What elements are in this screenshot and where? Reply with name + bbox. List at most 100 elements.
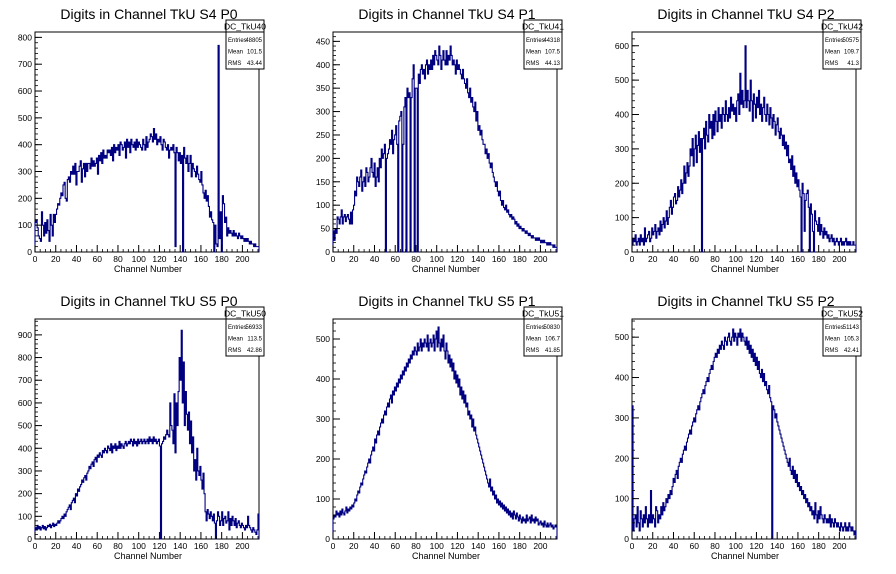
stats-value: 105.3 xyxy=(844,337,860,343)
plot-frame xyxy=(332,318,558,540)
stats-value: 51143 xyxy=(843,325,860,331)
x-tick-label: 120 xyxy=(749,541,763,551)
x-tick-label: 20 xyxy=(349,541,359,551)
x-tick-label: 100 xyxy=(729,541,743,551)
histogram-panel-s4-p2: Digits in Channel TkU S4 P2 0 20 40 60 80 100 1… xyxy=(597,0,895,287)
stats-value: 42.86 xyxy=(247,348,263,354)
stats-label: Entries xyxy=(825,38,844,44)
y-tick-label: 100 xyxy=(18,220,32,230)
x-tick-label: 60 xyxy=(92,541,102,551)
y-tick-label: 500 xyxy=(18,421,32,431)
histogram-panel-s4-p0: Digits in Channel TkU S4 P0 0 20 40 60 80 100 1… xyxy=(0,0,298,287)
stats-label: Mean xyxy=(228,50,243,56)
x-tick-label: 20 xyxy=(349,254,359,264)
y-tick-label: 300 xyxy=(316,107,330,117)
x-tick-label: 80 xyxy=(710,254,720,264)
stats-label: Entries xyxy=(825,325,844,331)
x-tick-label: 0 xyxy=(331,254,336,264)
y-tick-label: 600 xyxy=(615,41,629,51)
stats-title: DC_TkU51 xyxy=(522,309,564,319)
stats-label: Mean xyxy=(825,337,840,343)
stats-label: Mean xyxy=(825,50,840,56)
x-tick-label: 20 xyxy=(51,541,61,551)
x-axis-label: Channel Number xyxy=(412,264,480,274)
x-tick-label: 120 xyxy=(749,254,763,264)
x-tick-label: 200 xyxy=(832,541,846,551)
x-tick-label: 200 xyxy=(533,541,547,551)
x-axis-label: Channel Number xyxy=(114,264,182,274)
y-tick-label: 300 xyxy=(18,466,32,476)
histogram-svg: Digits in Channel TkU S5 P1 0 20 40 60 80 100 1… xyxy=(316,293,564,561)
stats-box-frame xyxy=(822,19,862,70)
stats-value: 42.41 xyxy=(844,348,860,354)
histogram-svg: Digits in Channel TkU S4 P0 0 20 40 60 80 100 1… xyxy=(18,6,266,274)
histogram-line xyxy=(332,45,558,253)
y-tick-label: 350 xyxy=(316,83,330,93)
stats-value: 44.13 xyxy=(545,61,561,67)
y-tick-label: 500 xyxy=(316,334,330,344)
histogram-line xyxy=(34,44,260,253)
histogram-panel-s5-p1: Digits in Channel TkU S5 P1 0 20 40 60 80 100 1… xyxy=(298,287,596,574)
y-tick-label: 400 xyxy=(18,140,32,150)
stats-label: Entries xyxy=(526,38,545,44)
stats-box-frame xyxy=(523,306,563,357)
stats-label: Mean xyxy=(526,337,541,343)
y-tick-label: 600 xyxy=(18,86,32,96)
stats-value: 106.7 xyxy=(545,337,561,343)
y-tick-label: 300 xyxy=(316,414,330,424)
chart-title: Digits in Channel TkU S4 P0 xyxy=(60,6,237,22)
x-tick-label: 60 xyxy=(689,541,699,551)
x-axis-label: Channel Number xyxy=(114,551,182,561)
x-tick-label: 60 xyxy=(390,541,400,551)
y-tick-label: 400 xyxy=(615,110,629,120)
stats-value: 41.85 xyxy=(545,348,561,354)
stats-value: 41.3 xyxy=(847,61,859,67)
x-tick-label: 100 xyxy=(132,254,146,264)
histogram-line xyxy=(631,45,857,253)
stats-title: DC_TkU40 xyxy=(224,22,266,32)
y-tick-label: 500 xyxy=(615,75,629,85)
x-tick-label: 40 xyxy=(669,254,679,264)
x-tick-label: 200 xyxy=(235,254,249,264)
x-tick-label: 0 xyxy=(331,541,336,551)
stats-title: DC_TkU42 xyxy=(821,22,863,32)
x-tick-label: 60 xyxy=(92,254,102,264)
y-tick-label: 450 xyxy=(316,36,330,46)
x-tick-label: 160 xyxy=(194,541,208,551)
plot-frame xyxy=(34,318,260,540)
stats-value: 107.5 xyxy=(545,50,561,56)
y-tick-label: 50 xyxy=(321,224,331,234)
histogram-line xyxy=(332,326,558,539)
y-tick-label: 250 xyxy=(316,130,330,140)
x-tick-label: 80 xyxy=(411,254,421,264)
y-tick-label: 100 xyxy=(615,213,629,223)
y-tick-label: 300 xyxy=(615,413,629,423)
stats-value: 101.5 xyxy=(247,50,263,56)
stats-label: RMS xyxy=(825,348,838,354)
stats-value: 109.7 xyxy=(844,50,860,56)
x-tick-label: 180 xyxy=(215,254,229,264)
x-tick-label: 180 xyxy=(215,541,229,551)
y-tick-label: 700 xyxy=(18,59,32,69)
y-tick-label: 100 xyxy=(18,511,32,521)
x-tick-label: 80 xyxy=(113,541,123,551)
x-tick-label: 200 xyxy=(533,254,547,264)
plot-frame xyxy=(332,31,558,253)
histogram-line xyxy=(631,328,857,540)
x-tick-label: 40 xyxy=(72,254,82,264)
x-tick-label: 140 xyxy=(770,254,784,264)
x-axis-label: Channel Number xyxy=(412,551,480,561)
x-tick-label: 160 xyxy=(492,541,506,551)
y-tick-label: 300 xyxy=(615,144,629,154)
x-tick-label: 0 xyxy=(630,254,635,264)
stats-title: DC_TkU41 xyxy=(522,22,564,32)
y-tick-label: 800 xyxy=(18,353,32,363)
x-tick-label: 140 xyxy=(173,541,187,551)
y-tick-label-zero: 0 xyxy=(27,247,32,257)
y-tick-label-zero: 0 xyxy=(27,534,32,544)
x-tick-label: 120 xyxy=(152,541,166,551)
histogram-panel-s5-p0: Digits in Channel TkU S5 P0 0 20 40 60 80 100 1… xyxy=(0,287,298,574)
stats-label: RMS xyxy=(825,61,838,67)
